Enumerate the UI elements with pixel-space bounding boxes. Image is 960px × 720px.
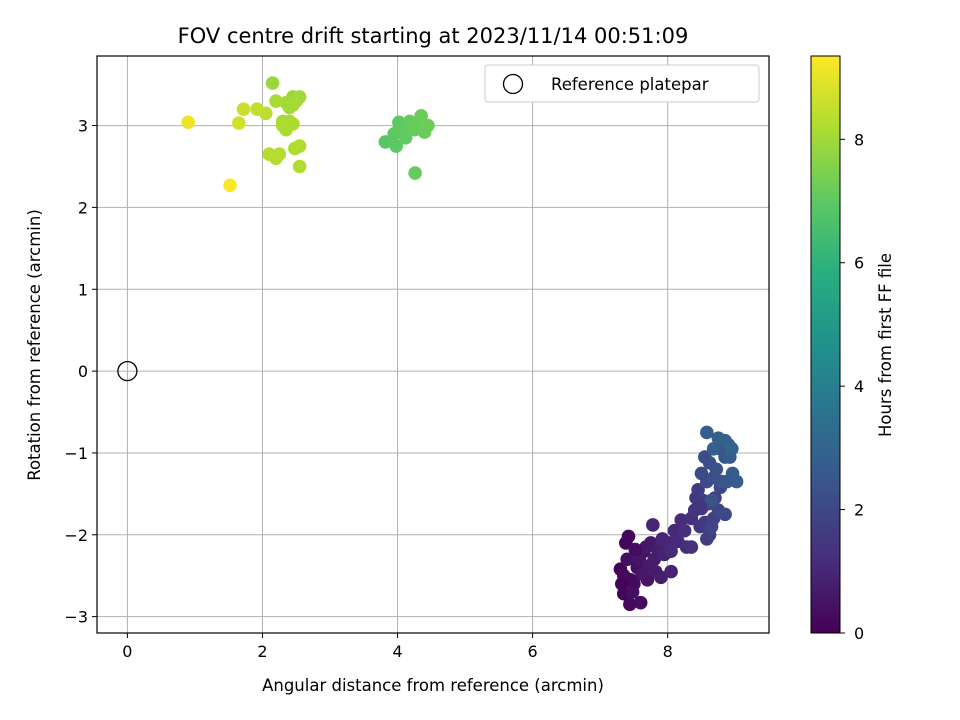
colorbar-gradient [810, 55, 841, 634]
data-point [623, 597, 637, 612]
data-point [417, 125, 432, 139]
y-tick-label: 1 [78, 280, 88, 299]
data-point [664, 544, 678, 558]
colorbar-tick-label: 0 [854, 624, 864, 643]
colorbar-tick-label: 6 [854, 254, 864, 273]
data-point [691, 482, 705, 497]
y-axis-label: Rotation from reference (arcmin) [25, 209, 44, 481]
data-point [414, 108, 428, 123]
data-point [378, 135, 393, 149]
data-point [236, 102, 251, 116]
data-point [272, 147, 287, 162]
legend-entry-reference-platepar: Reference platepar [551, 75, 709, 94]
plot-frame [96, 55, 770, 634]
x-tick-label: 8 [663, 642, 673, 661]
reference-marker-group [117, 360, 138, 382]
colorbar-tick-label: 2 [854, 501, 864, 520]
x-tick-label: 4 [392, 642, 402, 661]
data-point [694, 466, 709, 481]
data-point [720, 474, 734, 489]
y-tick-label: −1 [64, 444, 88, 463]
x-axis-ticks: 0 2 4 6 8 [122, 633, 673, 661]
data-points [181, 76, 744, 612]
data-point [655, 532, 670, 546]
x-tick-label: 0 [122, 642, 132, 661]
data-point [700, 425, 714, 440]
y-tick-label: 3 [78, 117, 88, 136]
data-point [265, 76, 280, 90]
data-point [709, 462, 724, 477]
data-point [718, 507, 732, 522]
data-point [667, 523, 682, 538]
data-point [628, 542, 643, 557]
data-point [232, 116, 246, 130]
x-axis-label: Angular distance from reference (arcmin) [262, 676, 604, 695]
legend-marker [502, 73, 524, 95]
y-tick-label: −3 [64, 608, 88, 627]
data-point [389, 139, 403, 153]
legend: Reference platepar [484, 64, 760, 103]
data-point [693, 499, 707, 513]
x-tick-label: 6 [528, 642, 538, 661]
data-point [648, 564, 663, 579]
data-point [677, 523, 692, 538]
data-point [729, 474, 744, 489]
data-point [664, 564, 678, 579]
data-point [250, 102, 264, 116]
reference-marker [117, 360, 138, 382]
data-point [621, 529, 636, 544]
data-point [639, 540, 653, 554]
data-point [223, 178, 237, 193]
colorbar-tick-label: 4 [854, 377, 864, 396]
data-point [269, 94, 283, 108]
y-axis-ticks: −3 −2 −1 0 1 2 3 [64, 117, 97, 627]
data-point [674, 513, 689, 527]
colorbar-ticks: 0 2 4 6 8 [840, 130, 864, 643]
data-point [620, 552, 634, 567]
colorbar-tick-label: 8 [854, 130, 864, 149]
data-point [288, 141, 302, 156]
y-tick-label: −2 [64, 526, 88, 545]
colorbar-label: Hours from first FF file [876, 253, 895, 437]
x-tick-label: 2 [257, 642, 267, 661]
data-point [625, 585, 640, 599]
data-point [392, 122, 406, 137]
chart-title: FOV centre drift starting at 2023/11/14 … [178, 24, 689, 48]
data-point [646, 518, 660, 532]
legend-box [484, 64, 760, 103]
data-point [704, 493, 719, 508]
data-point [633, 595, 648, 610]
data-point [408, 166, 422, 180]
colorbar: 0 2 4 6 8 Hours from first FF file [810, 55, 895, 643]
y-tick-label: 0 [78, 362, 88, 381]
data-point [706, 442, 721, 456]
data-point [684, 540, 699, 554]
data-point [292, 159, 307, 174]
data-point [275, 118, 290, 133]
data-point [286, 98, 300, 112]
data-point [725, 442, 739, 456]
data-point [181, 115, 195, 130]
data-point [614, 577, 629, 591]
data-point [704, 519, 719, 534]
y-tick-label: 2 [78, 198, 88, 217]
